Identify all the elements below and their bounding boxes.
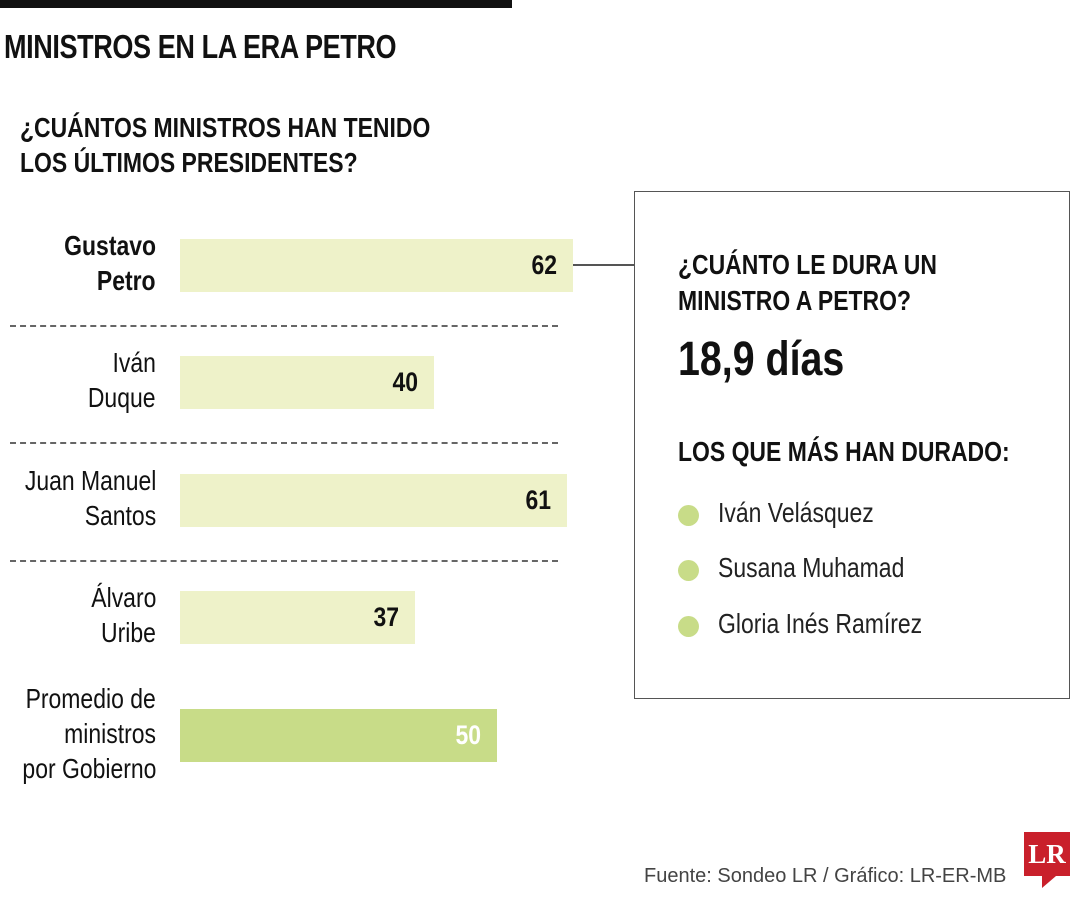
bar [180, 355, 434, 409]
category-label-line: Petro [97, 265, 156, 296]
info-answer: 18,9 días [678, 332, 881, 387]
bar [180, 473, 567, 527]
category-label-line: por Gobierno [21, 752, 156, 784]
row-divider [10, 324, 558, 327]
bar [180, 708, 497, 762]
bar-value-label: 61 [525, 484, 551, 515]
longest-heading-text: LOS QUE MÁS HAN DURADO: [678, 436, 1010, 467]
category-label-line: Duque [88, 382, 156, 413]
page-title-text: MINISTROS EN LA ERA PETRO [4, 28, 397, 65]
bar-value-label: 62 [531, 249, 558, 280]
lr-logo-tail [1042, 876, 1056, 888]
connector-line [573, 264, 635, 266]
bar [180, 590, 415, 644]
list-item-text: Susana Muhamad [718, 552, 905, 583]
row-divider [10, 559, 558, 562]
subtitle-line-2: LOS ÚLTIMOS PRESIDENTES? [20, 147, 358, 178]
category-label: Juan Manuel Santos [0, 463, 156, 533]
category-label: Iván Duque [73, 345, 156, 415]
info-answer-text: 18,9 días [678, 333, 845, 386]
top-rule [0, 0, 512, 8]
bar-value-label: 40 [392, 366, 418, 397]
bullet-dot-icon [678, 505, 699, 526]
source-note: Fuente: Sondeo LR / Gráfico: LR-ER-MB [644, 865, 1007, 887]
bullet-dot-icon [678, 616, 699, 637]
category-label: Álvaro Uribe [77, 580, 156, 650]
chart-subtitle: ¿CUÁNTOS MINISTROS HAN TENIDO LOS ÚLTIMO… [20, 110, 520, 180]
category-label-line: Gustavo [64, 230, 156, 261]
longest-heading: LOS QUE MÁS HAN DURADO: [678, 434, 1080, 470]
category-label-line: ministros [64, 717, 156, 749]
page-title: MINISTROS EN LA ERA PETRO [4, 28, 482, 66]
category-label-line: Promedio de [25, 682, 156, 714]
row-divider [10, 442, 558, 444]
info-question: ¿CUÁNTO LE DURA UN MINISTRO A PETRO? [678, 247, 994, 319]
category-label-line: Santos [84, 500, 156, 531]
list-item-text: Gloria Inés Ramírez [718, 608, 923, 639]
list-item-text: Iván Velásquez [718, 497, 874, 528]
info-question-line-2: MINISTRO A PETRO? [678, 285, 912, 316]
bar [180, 238, 574, 292]
bullet-dot-icon [678, 560, 699, 581]
info-question-line-1: ¿CUÁNTO LE DURA UN [678, 249, 937, 280]
category-label-line: Uribe [101, 617, 156, 648]
info-box [634, 191, 1070, 699]
bar-value-label: 37 [373, 601, 399, 632]
lr-logo: LR [1024, 832, 1070, 876]
category-label-line: Juan Manuel [24, 465, 156, 496]
category-label-line: Iván [112, 347, 156, 378]
category-label: Promedio de ministros por Gobierno [0, 681, 156, 786]
bar-value-label: 50 [455, 719, 481, 750]
category-label: Gustavo Petro [44, 228, 156, 298]
subtitle-line-1: ¿CUÁNTOS MINISTROS HAN TENIDO [20, 112, 431, 143]
category-label-line: Álvaro [90, 582, 156, 613]
